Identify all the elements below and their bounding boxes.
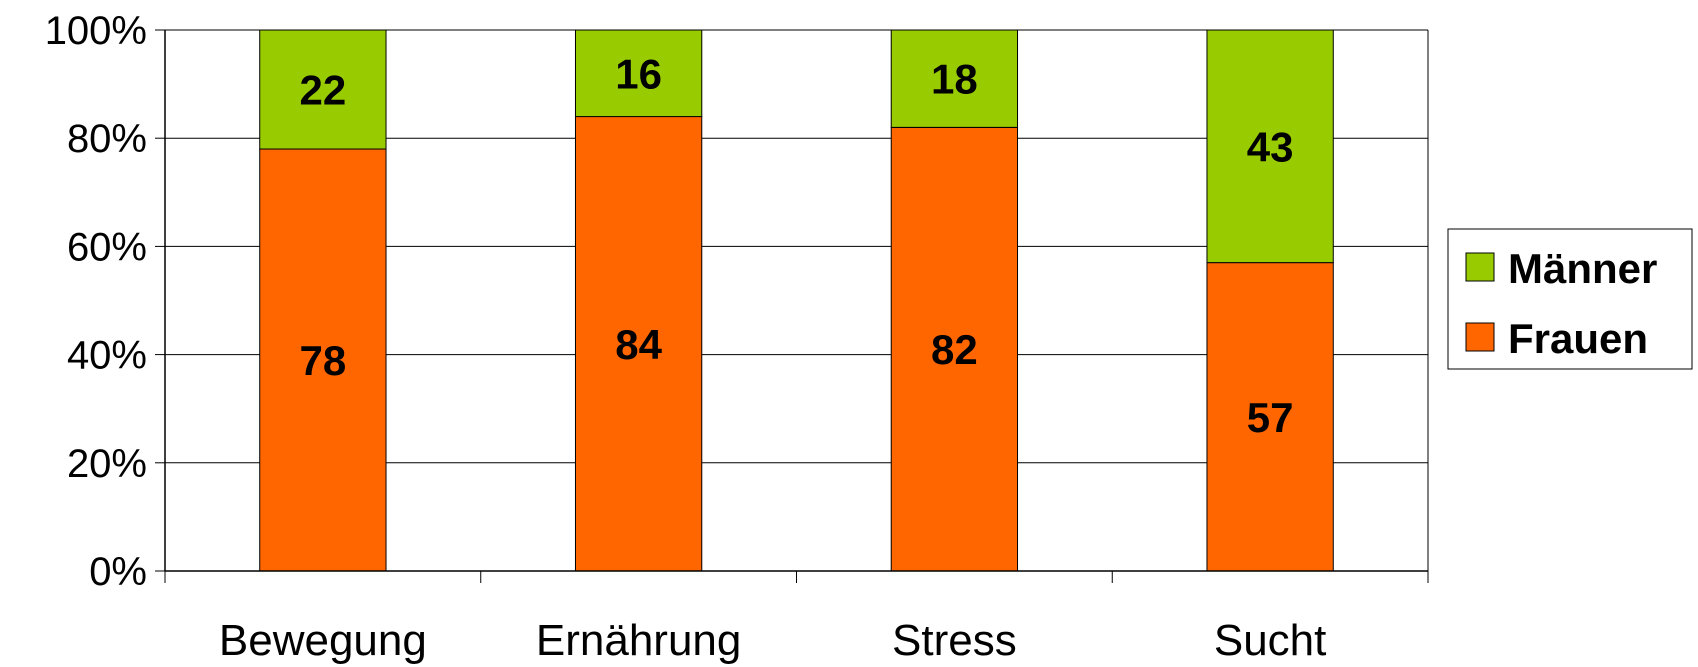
x-category-label: Sucht [1214, 616, 1327, 665]
legend-label: Männer [1508, 245, 1657, 292]
bar-frauen-1 [574, 116, 703, 572]
axes: 0% 20% 40% 60% 80% 100% [45, 9, 1429, 594]
data-label: 78 [300, 337, 347, 384]
y-tick-label: 40% [67, 334, 147, 378]
bar-mnner-0 [259, 29, 387, 150]
y-tick-label: 20% [67, 442, 147, 486]
legend-swatch [1465, 252, 1495, 282]
y-tick-label: 80% [67, 117, 147, 161]
data-label: 43 [1247, 123, 1294, 170]
legend-swatch [1465, 322, 1495, 352]
legend: Männer Frauen [1447, 228, 1693, 370]
bar-frauen-2 [890, 126, 1019, 572]
y-tick-label: 100% [45, 9, 147, 53]
data-label: 57 [1247, 394, 1294, 441]
bar-mnner-2 [890, 29, 1019, 128]
data-label: 82 [931, 326, 978, 373]
data-label: 22 [300, 67, 347, 114]
bar-mnner-1 [574, 29, 703, 118]
data-label: 18 [931, 56, 978, 103]
x-category-label: Ernährung [536, 616, 741, 665]
bar-frauen-0 [259, 148, 387, 572]
bar-mnner-3 [1206, 29, 1334, 264]
bars [259, 29, 1334, 572]
legend-label: Frauen [1508, 315, 1648, 362]
x-category-label: Stress [892, 616, 1017, 665]
x-category-label: Bewegung [219, 616, 427, 665]
data-label: 16 [615, 50, 662, 97]
y-tick-label: 0% [89, 550, 147, 594]
labels: 78 22 Bewegung 84 16 Ernährung 82 18 Stress 57 43 S… [219, 50, 1326, 665]
y-tick-label: 60% [67, 225, 147, 269]
data-label: 84 [615, 321, 662, 368]
